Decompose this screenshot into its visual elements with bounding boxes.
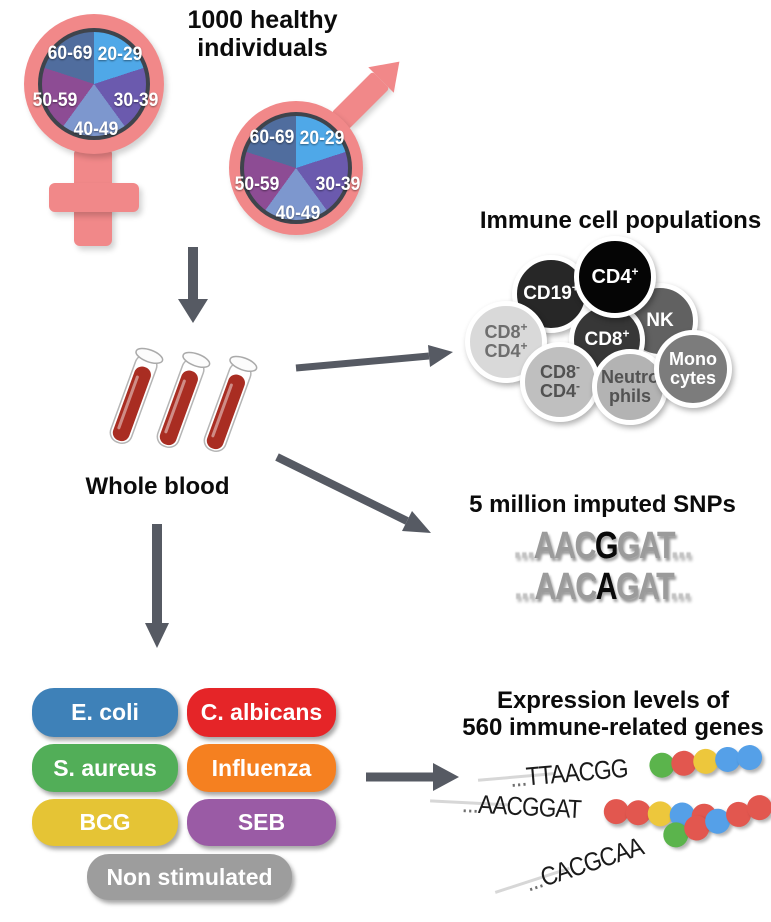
stimulus-saureus: S. aureus: [32, 744, 178, 792]
cell-cd4: CD4+: [574, 236, 656, 318]
arrow-stimuli-to-expression: [366, 763, 459, 791]
snp-variant-allele: A: [595, 566, 618, 608]
cell-cd8pos-cd4pos: CD8+ CD4+: [465, 301, 547, 383]
age-segment-label: 30-39: [315, 174, 361, 195]
age-segment-label: 40-49: [73, 119, 119, 140]
stimulus-influenza: Influenza: [187, 744, 336, 792]
stimulus-ecoli: E. coli: [32, 688, 178, 737]
stimulus-seb: SEB: [187, 799, 336, 846]
arrow-blood-to-cells: [295, 345, 453, 372]
snp-sequences: ...AACGGAT... ...AACAGAT...: [440, 525, 765, 608]
female-symbol: 20-29 30-39 40-49 50-59 60-69: [24, 14, 164, 154]
age-pie-female: 20-29 30-39 40-49 50-59 60-69: [33, 28, 158, 140]
cell-monocytes: Mono cytes: [654, 330, 732, 408]
snps-title: 5 million imputed SNPs: [469, 491, 736, 518]
figure-title: 1000 healthy individuals: [155, 6, 370, 62]
age-segment-label: 50-59: [234, 174, 280, 195]
arrow-blood-to-stimuli: [145, 524, 169, 648]
age-segment-label: 30-39: [113, 90, 159, 111]
immune-cells-title: Immune cell populations: [479, 207, 762, 234]
snp-sequence-ref: ...AACGGAT...: [513, 525, 694, 567]
snp-sequence-alt: ...AACAGAT...: [514, 566, 692, 608]
age-segment-label: 60-69: [249, 127, 295, 148]
age-segment-label: 20-29: [97, 44, 143, 65]
cell-cd8neg-cd4neg: CD8- CD4-: [520, 342, 600, 422]
expression-title: Expression levels of 560 immune-related …: [462, 687, 764, 741]
figure-title-line1: 1000 healthy: [187, 6, 338, 34]
snp-variant-allele: G: [595, 525, 619, 567]
stimulus-bcg: BCG: [32, 799, 178, 846]
arrow-blood-to-snps: [275, 453, 431, 533]
male-symbol: 20-29 30-39 40-49 50-59 60-69: [229, 101, 363, 235]
blood-tube: [109, 347, 164, 445]
whole-blood-label: Whole blood: [85, 473, 230, 500]
stimulus-calbicans: C. albicans: [187, 688, 336, 737]
age-segment-label: 20-29: [299, 128, 345, 149]
figure-title-line2: individuals: [197, 34, 328, 62]
blood-tube: [203, 355, 258, 453]
arrow-individuals-to-blood: [178, 247, 208, 323]
age-pie-male: 20-29 30-39 40-49 50-59 60-69: [235, 112, 360, 224]
age-segment-label: 50-59: [32, 90, 78, 111]
age-segment-label: 60-69: [47, 43, 93, 64]
female-symbol-crossbar: [49, 183, 139, 212]
age-segment-label: 40-49: [275, 203, 321, 224]
expression-dot: [736, 743, 764, 772]
stimulus-non-stimulated: Non stimulated: [87, 854, 292, 900]
blood-tube: [156, 351, 211, 449]
